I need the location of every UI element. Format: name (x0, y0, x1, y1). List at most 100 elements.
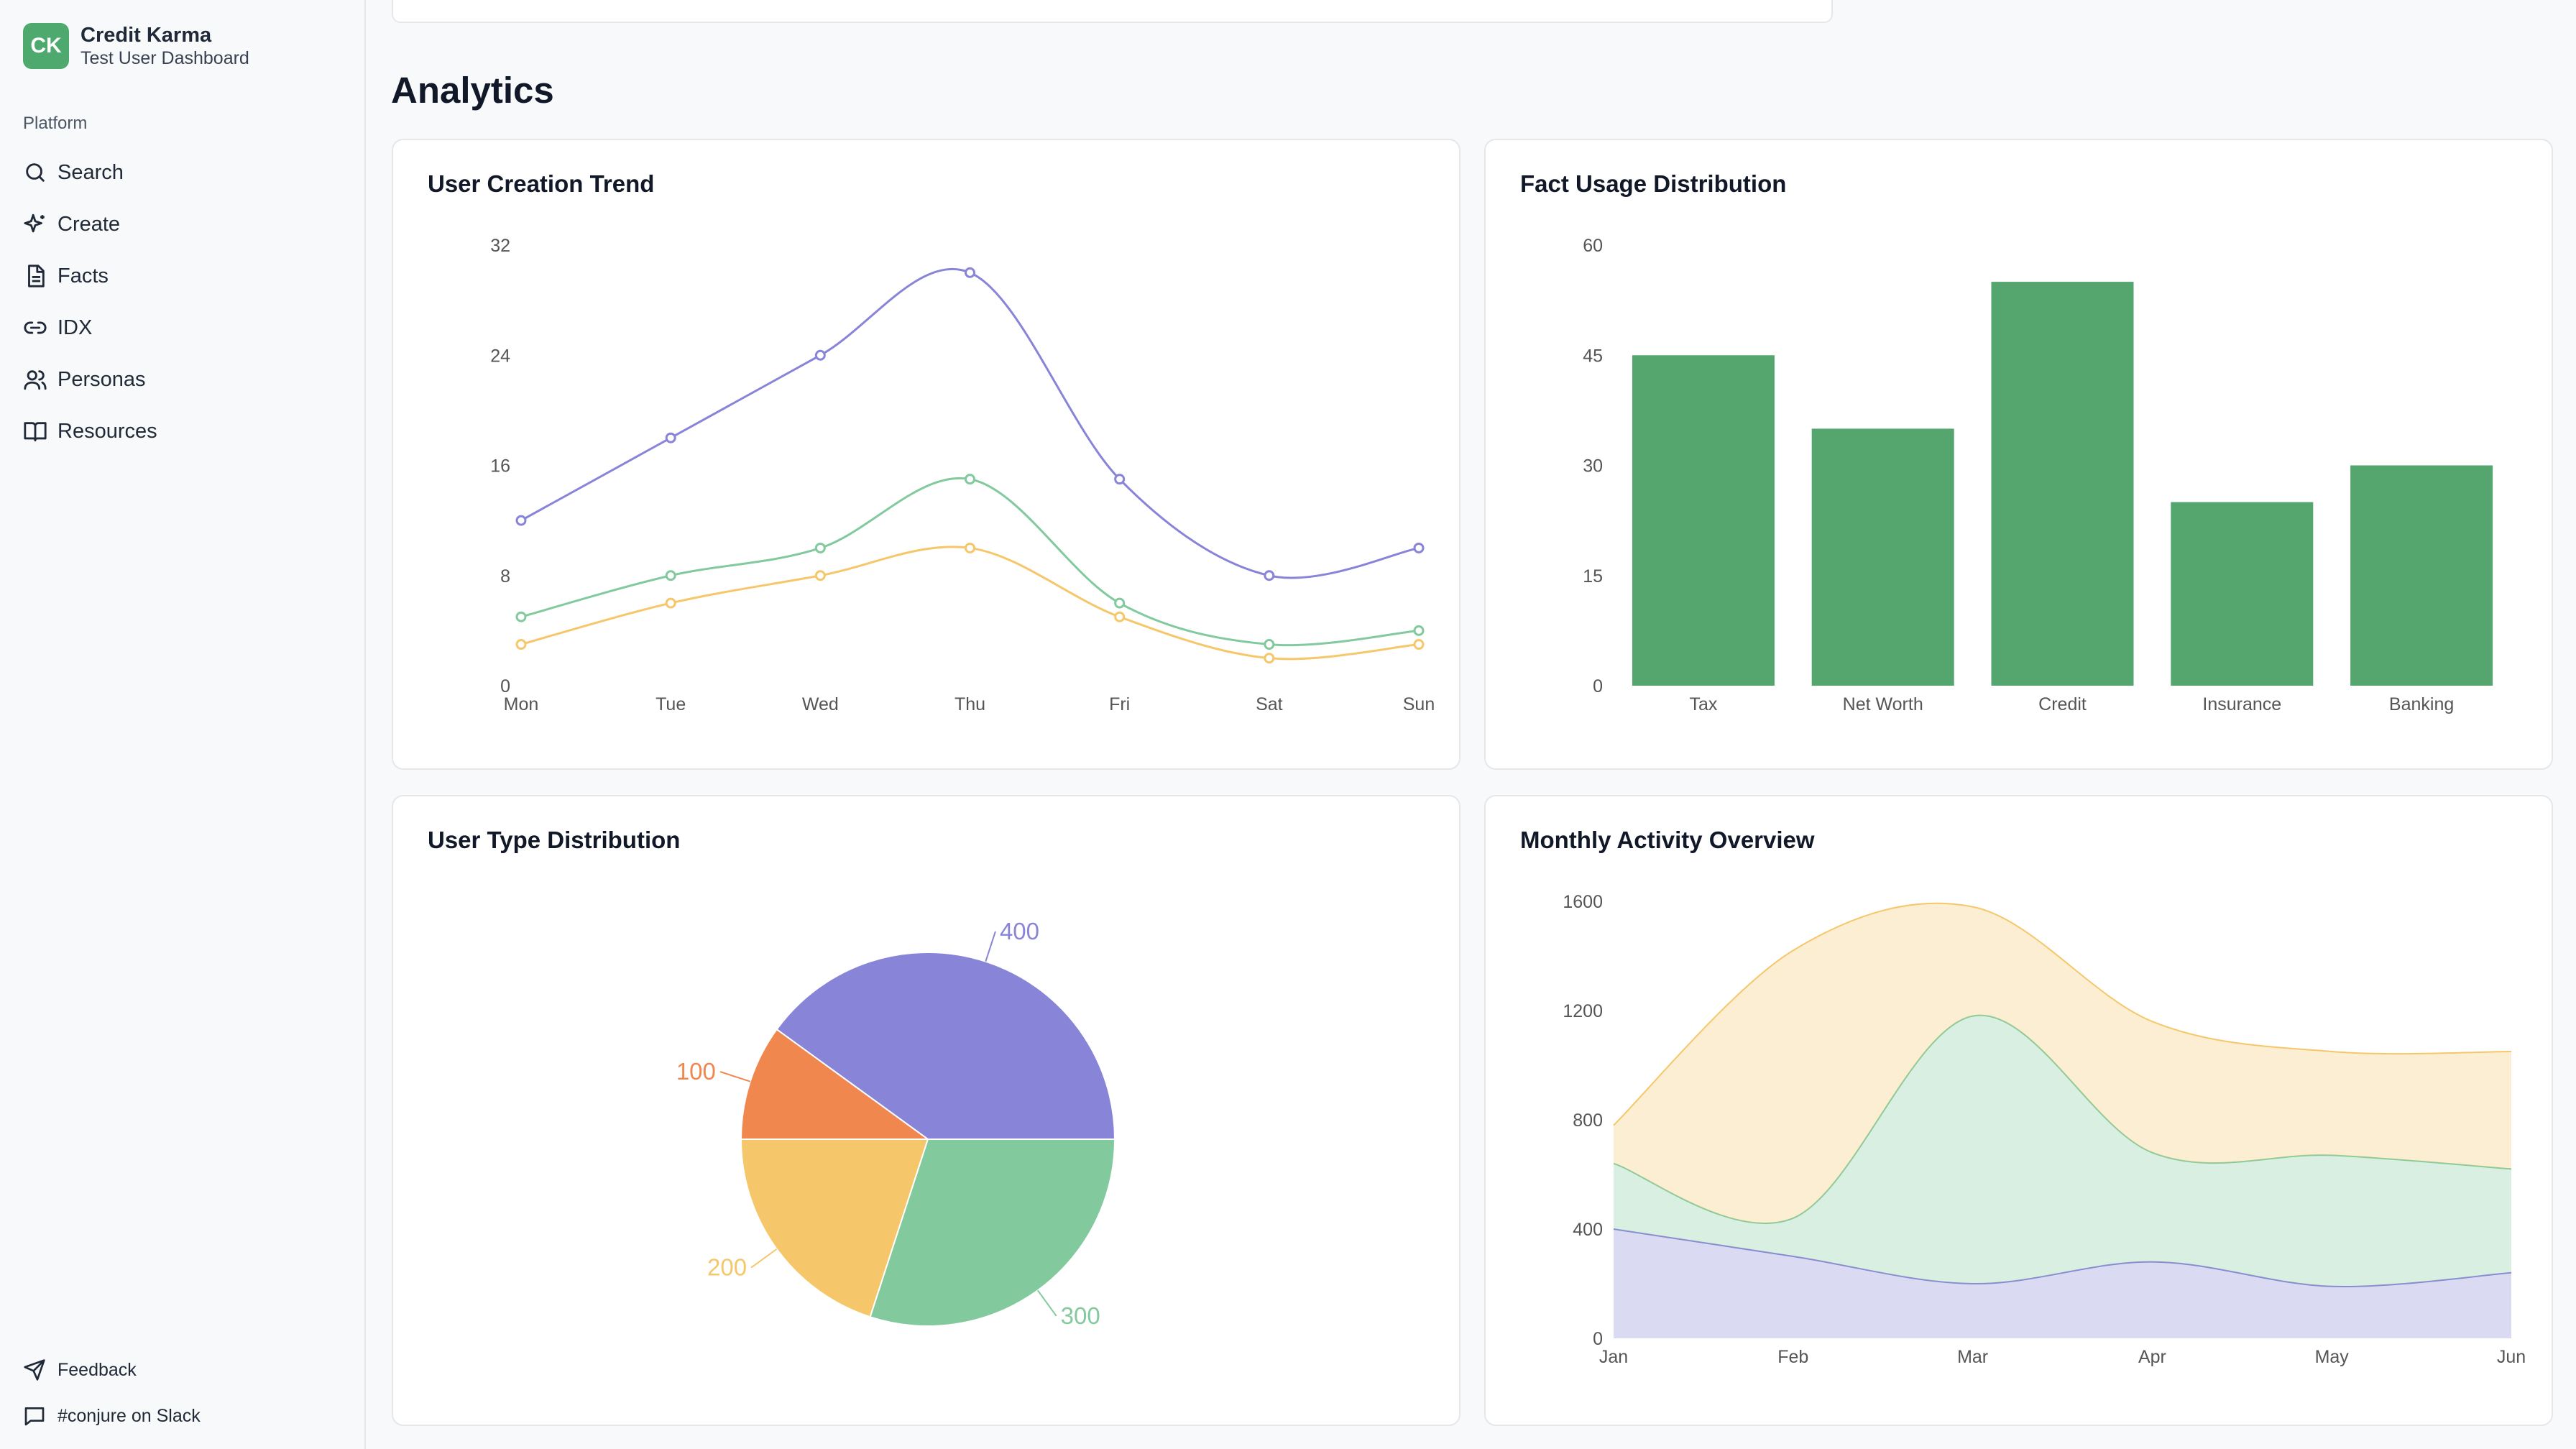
sidebar-item-label: Facts (58, 264, 109, 288)
pie-label: 400 (1000, 918, 1039, 944)
data-point (515, 611, 527, 622)
x-tick-label: Tue (656, 694, 686, 714)
data-point (965, 542, 975, 553)
x-tick-label: Thu (954, 694, 985, 714)
sidebar-item-resources[interactable]: Resources (23, 405, 346, 457)
sidebar-item-idx[interactable]: IDX (23, 302, 346, 354)
feedback-link[interactable]: Feedback (23, 1358, 137, 1381)
sparkles-icon (24, 213, 45, 233)
data-point (1114, 474, 1126, 485)
data-point (1413, 639, 1425, 650)
pie-label-line (719, 1071, 751, 1082)
card-title: User Type Distribution (428, 827, 681, 853)
x-tick-label: May (2315, 1347, 2350, 1367)
sidebar-item-search[interactable]: Search (23, 147, 346, 198)
area-line-1 (1613, 1228, 2512, 1288)
y-tick-label: 1600 (1563, 892, 1603, 912)
card-title: User Creation Trend (428, 170, 655, 197)
pie-label: 100 (676, 1058, 716, 1085)
bar-chart: 0 15 30 45 60 Tax Net Worth Credit Insurance Bank… (1583, 236, 2493, 714)
x-tick-label: Mar (1957, 1347, 1988, 1367)
bar-credit (1991, 282, 2134, 686)
pie-label: 300 (1061, 1302, 1100, 1329)
data-point (665, 597, 676, 609)
line-chart: 0 8 16 24 32 Mon Tue Wed Thu Fri Sat Sun (490, 236, 1435, 714)
y-tick-label: 400 (1573, 1220, 1603, 1240)
x-tick-label: Mon (504, 694, 539, 714)
section-label: Platform (23, 114, 88, 133)
message-icon (24, 1407, 45, 1426)
x-tick-label: Insurance (2202, 694, 2281, 714)
series-line-1 (520, 267, 1420, 579)
brand-subtitle: Test User Dashboard (80, 48, 249, 68)
x-tick-label: Sat (1256, 694, 1283, 714)
bar-banking (2350, 465, 2493, 686)
feedback-label: Feedback (58, 1359, 137, 1380)
y-tick-label: 32 (490, 236, 510, 256)
sidebar-item-facts[interactable]: Facts (23, 250, 346, 302)
slack-label: #conjure on Slack (58, 1405, 201, 1426)
area-chart: 0 400 800 1200 1600 Jan Feb Mar Apr May Jun (1563, 892, 2526, 1367)
x-tick-label: Jun (2497, 1347, 2526, 1367)
data-point (1264, 570, 1275, 581)
data-point (814, 349, 826, 361)
series-line-2 (520, 477, 1420, 647)
data-point (1264, 639, 1275, 650)
x-tick-label: Wed (802, 694, 839, 714)
page-title: Analytics (391, 70, 554, 111)
y-tick-label: 8 (500, 566, 510, 586)
brand-name: Credit Karma (80, 24, 212, 47)
pie-label: 200 (707, 1254, 747, 1281)
sidebar-item-create[interactable]: Create (23, 198, 346, 250)
y-tick-label: 1200 (1563, 1001, 1603, 1021)
bar-net-worth (1811, 428, 1954, 686)
pie-label-line (1037, 1289, 1057, 1317)
x-tick-label: Credit (2038, 694, 2087, 714)
sidebar-item-personas[interactable]: Personas (23, 354, 346, 405)
data-point (1114, 611, 1126, 622)
area-fill-3 (1614, 903, 2511, 1224)
x-tick-label: Fri (1109, 694, 1130, 714)
pie-label-line (750, 1248, 778, 1269)
data-point (1413, 625, 1425, 636)
brand[interactable]: CK Credit Karma Test User Dashboard (23, 23, 249, 69)
pie-slice-100 (740, 1028, 931, 1140)
card-title: Fact Usage Distribution (1520, 170, 1787, 197)
previous-card (392, 0, 1833, 23)
pie-slice-400 (776, 952, 1116, 1140)
logo: CK (23, 23, 69, 69)
slack-link[interactable]: #conjure on Slack (23, 1404, 201, 1427)
document-icon (28, 264, 45, 288)
series-line-3 (520, 546, 1420, 661)
data-point (1264, 653, 1275, 664)
y-tick-label: 15 (1583, 566, 1603, 586)
sidebar-item-label: Search (58, 160, 124, 184)
sidebar: CK Credit Karma Test User Dashboard Plat… (0, 0, 366, 1449)
data-point (1114, 597, 1126, 609)
pie-slice-300 (869, 1138, 1116, 1327)
sidebar-item-label: Create (58, 212, 121, 236)
send-icon (24, 1359, 45, 1381)
data-point (814, 570, 826, 581)
bar-tax (1632, 355, 1775, 686)
area-fill-1 (1614, 1229, 2511, 1338)
bar-insurance (2171, 502, 2314, 686)
sidebar-item-label: Personas (58, 367, 146, 391)
y-tick-label: 16 (490, 456, 510, 477)
y-tick-label: 800 (1573, 1110, 1603, 1131)
users-icon (24, 370, 47, 390)
search-icon (26, 163, 45, 182)
data-point (1413, 542, 1425, 553)
data-point (515, 515, 527, 526)
area-line-3 (1613, 902, 2512, 1126)
y-tick-label: 45 (1583, 346, 1603, 366)
x-tick-label: Tax (1689, 694, 1717, 714)
y-tick-label: 30 (1583, 456, 1603, 477)
x-tick-label: Net Worth (1843, 694, 1923, 714)
data-point (665, 432, 676, 443)
area-line-2 (1613, 1014, 2512, 1224)
card-title: Monthly Activity Overview (1520, 827, 1815, 853)
y-tick-label: 24 (490, 346, 510, 366)
data-point (965, 267, 975, 278)
fact-usage-card: Fact Usage Distribution 0 15 30 45 60 Tax Net … (1484, 139, 2553, 770)
